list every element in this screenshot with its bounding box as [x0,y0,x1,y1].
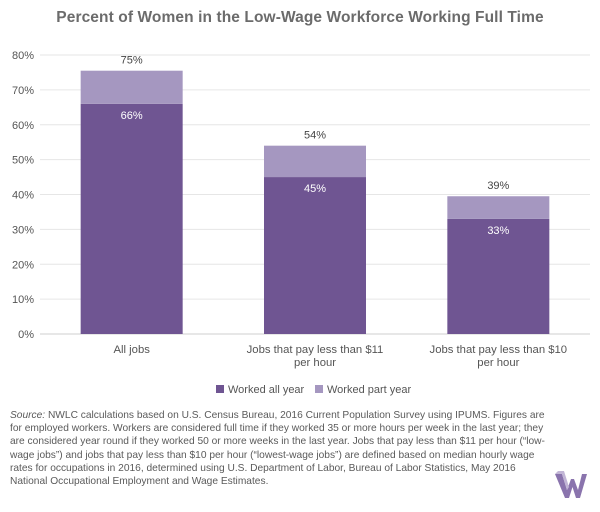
x-category-label: Jobs that pay less than $11 [247,344,384,356]
bar-worked-part-year [264,145,366,178]
y-tick-label: 10% [12,294,34,306]
bar-data-label: 33% [487,225,509,237]
source-text: NWLC calculations based on U.S. Census B… [10,410,545,488]
y-tick-label: 20% [12,259,34,271]
x-category-label: Jobs that pay less than $10 [430,344,568,356]
source-note: Source: NWLC calculations based on U.S. … [10,409,545,488]
bar-total-label: 54% [304,130,326,142]
legend-swatch [216,385,224,393]
legend-swatch [315,385,323,393]
x-category-label: per hour [477,357,519,369]
chart: 0% 10% 20% 30% 40% 50% 60% 70% 80% 66% 75% All jobs… [12,50,590,396]
nwlc-logo-icon [555,471,587,498]
bar-worked-part-year [447,196,550,219]
y-tick-label: 60% [12,120,34,132]
bar-worked-part-year [80,70,183,104]
bar-total-label: 75% [121,55,143,67]
chart-title: Percent of Women in the Low-Wage Workfor… [56,9,544,26]
y-tick-label: 80% [12,50,34,62]
y-tick-label: 0% [18,329,34,341]
legend-label: Worked all year [228,384,305,396]
y-tick-label: 70% [12,85,34,97]
x-category-label: per hour [294,357,336,369]
bar-total-label: 39% [487,180,509,192]
bar-data-label: 45% [304,183,326,195]
bar-data-label: 66% [121,110,143,122]
bar-worked-all-year [447,218,550,334]
bar-worked-all-year [80,103,183,334]
legend-label: Worked part year [327,384,412,396]
y-tick-label: 50% [12,155,34,167]
bar-worked-all-year [264,177,366,334]
y-tick-label: 40% [12,190,34,202]
x-category-label: All jobs [113,344,150,356]
source-label: Source: [10,410,46,421]
y-tick-label: 30% [12,224,34,236]
